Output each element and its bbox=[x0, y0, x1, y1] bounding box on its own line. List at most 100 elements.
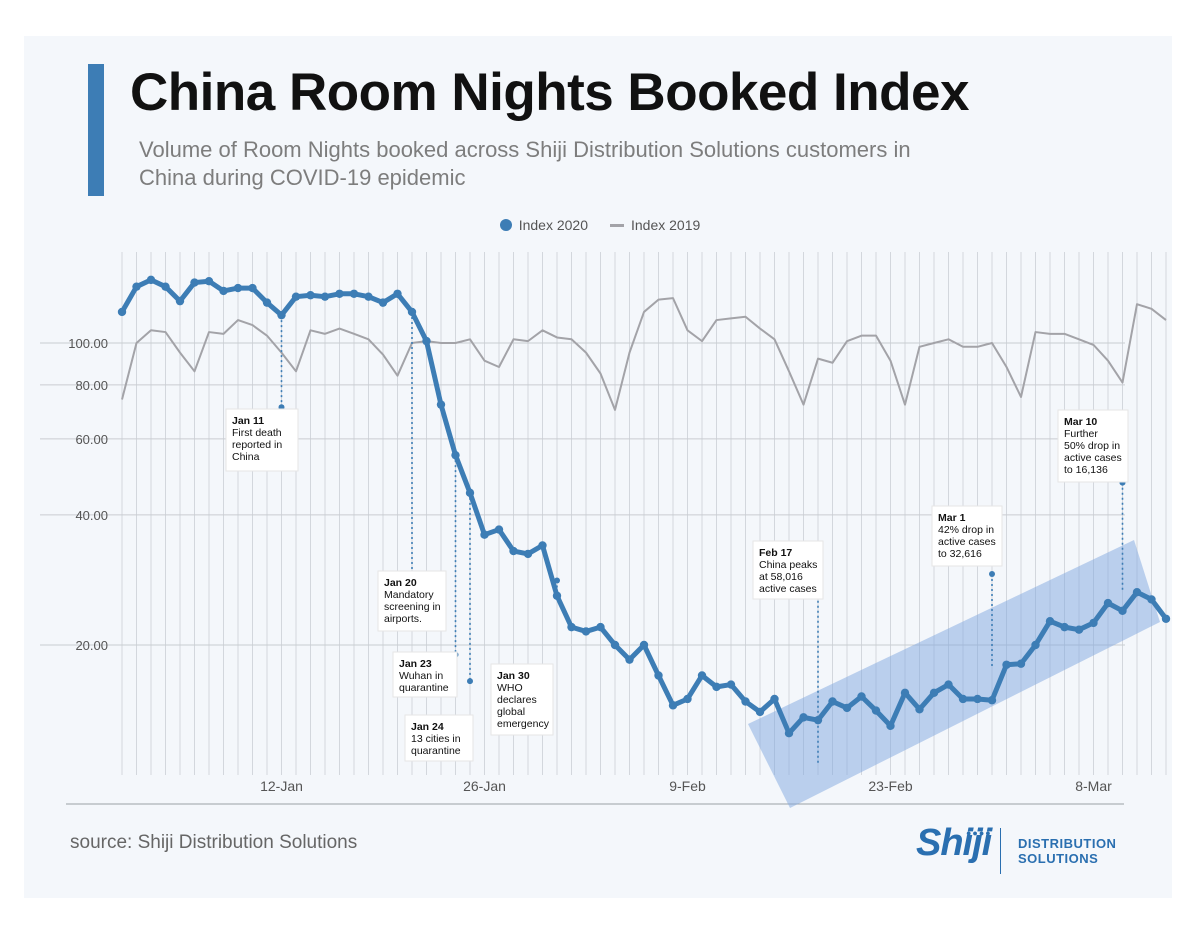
annotation-date: Feb 17 bbox=[759, 547, 792, 559]
annotation-line: China bbox=[232, 451, 260, 463]
series-2020-point bbox=[770, 694, 779, 704]
series-2020-point bbox=[596, 622, 605, 632]
annotation-box bbox=[931, 505, 1003, 567]
annotation-text: Jan 30 WHO declares global emergency bbox=[497, 670, 550, 730]
series-2019-line bbox=[121, 297, 1167, 411]
annotation-date: Mar 1 bbox=[938, 512, 966, 524]
x-tick-label: 9-Feb bbox=[669, 778, 706, 794]
annotation-jan-23: Jan 23 Wuhan in quarantine bbox=[392, 455, 459, 698]
series-2020-point bbox=[1132, 587, 1142, 597]
series-2020-point bbox=[1103, 598, 1113, 608]
series-2020-point bbox=[538, 541, 547, 550]
annotation-date: Jan 23 bbox=[399, 658, 432, 670]
series-2020-point bbox=[364, 292, 373, 301]
series-2020-point bbox=[320, 292, 330, 301]
annotation-line: China peaks bbox=[759, 559, 817, 571]
annotation-line: Mandatory bbox=[384, 589, 434, 601]
legend-dash-2019 bbox=[610, 223, 624, 227]
series-2020-point bbox=[712, 682, 721, 692]
annotation-text: Jan 23 Wuhan in quarantine bbox=[399, 658, 449, 694]
series-2020-point bbox=[654, 671, 663, 680]
annotation-text: Mar 10 Further 50% drop in active cases to 1… bbox=[1064, 416, 1122, 476]
source-note: source: Shiji Distribution Solutions bbox=[70, 832, 358, 853]
legend-item-2019: Index 2019 bbox=[610, 217, 700, 233]
series-2020-point bbox=[610, 640, 620, 650]
x-tick-label: 12-Jan bbox=[260, 778, 303, 794]
annotation-line: declares bbox=[497, 694, 537, 706]
annotation-line: reported in bbox=[232, 439, 282, 451]
trend-band bbox=[748, 540, 1160, 808]
annotation-line: First death bbox=[232, 427, 282, 439]
chart-title: China Room Nights Booked Index bbox=[130, 63, 969, 122]
series-2020-point bbox=[929, 688, 939, 698]
series-2020-point bbox=[784, 728, 794, 738]
annotation-pin bbox=[467, 678, 473, 685]
series-2020-point bbox=[1060, 622, 1069, 632]
series-2020-point bbox=[1016, 659, 1026, 668]
annotation-date: Jan 30 bbox=[497, 670, 530, 682]
series-2020-point bbox=[422, 336, 431, 346]
series-2020-point bbox=[523, 549, 533, 559]
annotation-line: airports. bbox=[384, 613, 422, 625]
annotation-pin bbox=[554, 577, 560, 584]
annotation-line: 50% drop in bbox=[1064, 440, 1120, 452]
annotation-line: WHO bbox=[497, 682, 523, 694]
series-2020-point bbox=[915, 705, 924, 714]
series-2020-point bbox=[146, 275, 156, 285]
series-2020-point bbox=[451, 450, 460, 460]
series-2020-point bbox=[944, 680, 953, 689]
series-2020-point bbox=[973, 694, 982, 704]
series-2020-point bbox=[871, 706, 881, 715]
series-2020-point bbox=[335, 289, 344, 298]
y-tick-label: 60.00 bbox=[75, 432, 108, 447]
annotation-date: Jan 24 bbox=[411, 721, 444, 733]
annotation-box bbox=[225, 408, 299, 472]
annotation-line: Further bbox=[1064, 428, 1098, 440]
series-2020-point bbox=[697, 671, 707, 680]
annotation-pin bbox=[989, 570, 995, 577]
y-tick-label: 20.00 bbox=[75, 638, 108, 653]
series-2020-point bbox=[886, 721, 895, 731]
annotation-mar-1: Mar 1 42% drop in active cases to 32,616 bbox=[931, 505, 1003, 667]
series-2020-point bbox=[233, 283, 243, 293]
annotation-box bbox=[490, 663, 554, 736]
series-2020-point bbox=[1074, 625, 1084, 634]
series-2020-point bbox=[175, 296, 185, 306]
series-2020-point bbox=[639, 640, 649, 650]
annotation-text: Mar 1 42% drop in active cases to 32,616 bbox=[938, 512, 996, 560]
annotation-line: 42% drop in bbox=[938, 524, 994, 536]
annotation-text: Jan 11 First death reported in China bbox=[232, 415, 282, 463]
series-2020-point bbox=[987, 696, 997, 705]
logo-sub-line2: SOLUTIONS bbox=[1018, 851, 1099, 866]
shiji-logo: Shiji bbox=[916, 822, 992, 864]
annotation-line: active cases bbox=[759, 583, 817, 595]
annotation-date: Jan 11 bbox=[232, 415, 264, 427]
series-2020-point bbox=[1045, 617, 1055, 626]
legend-label-2020: Index 2020 bbox=[518, 217, 588, 233]
annotation-line: to 32,616 bbox=[938, 548, 982, 560]
annotation-line: active cases bbox=[1064, 452, 1122, 464]
annotation-line: global bbox=[497, 706, 525, 718]
y-tick-label: 100.00 bbox=[68, 336, 108, 351]
annotation-mar-10: Mar 10 Further 50% drop in active cases to 1… bbox=[1057, 409, 1129, 590]
series-2020-point bbox=[480, 530, 489, 539]
annotation-box bbox=[1057, 409, 1129, 483]
title-accent-bar bbox=[88, 64, 104, 196]
series-2020-point bbox=[306, 291, 315, 300]
series-2020-point bbox=[349, 289, 359, 298]
series-2020-point bbox=[291, 292, 301, 301]
logo-sub-line1: DISTRIBUTION bbox=[1018, 836, 1117, 851]
y-tick-label: 80.00 bbox=[75, 378, 108, 393]
annotation-text: Feb 17 China peaks at 58,016 active cases bbox=[759, 547, 817, 595]
legend-dot-2020 bbox=[499, 219, 512, 231]
logo-dots-icon: ●●●● bbox=[966, 828, 992, 838]
series-2020-point bbox=[567, 622, 576, 632]
annotation-line: quarantine bbox=[399, 682, 449, 694]
series-2020-point bbox=[1002, 660, 1011, 669]
series-2020-point bbox=[625, 655, 634, 664]
series-2020-point bbox=[219, 286, 228, 296]
series-2020-point bbox=[117, 307, 127, 317]
annotation-line: at 58,016 bbox=[759, 571, 803, 583]
series-2020-point bbox=[755, 707, 765, 717]
